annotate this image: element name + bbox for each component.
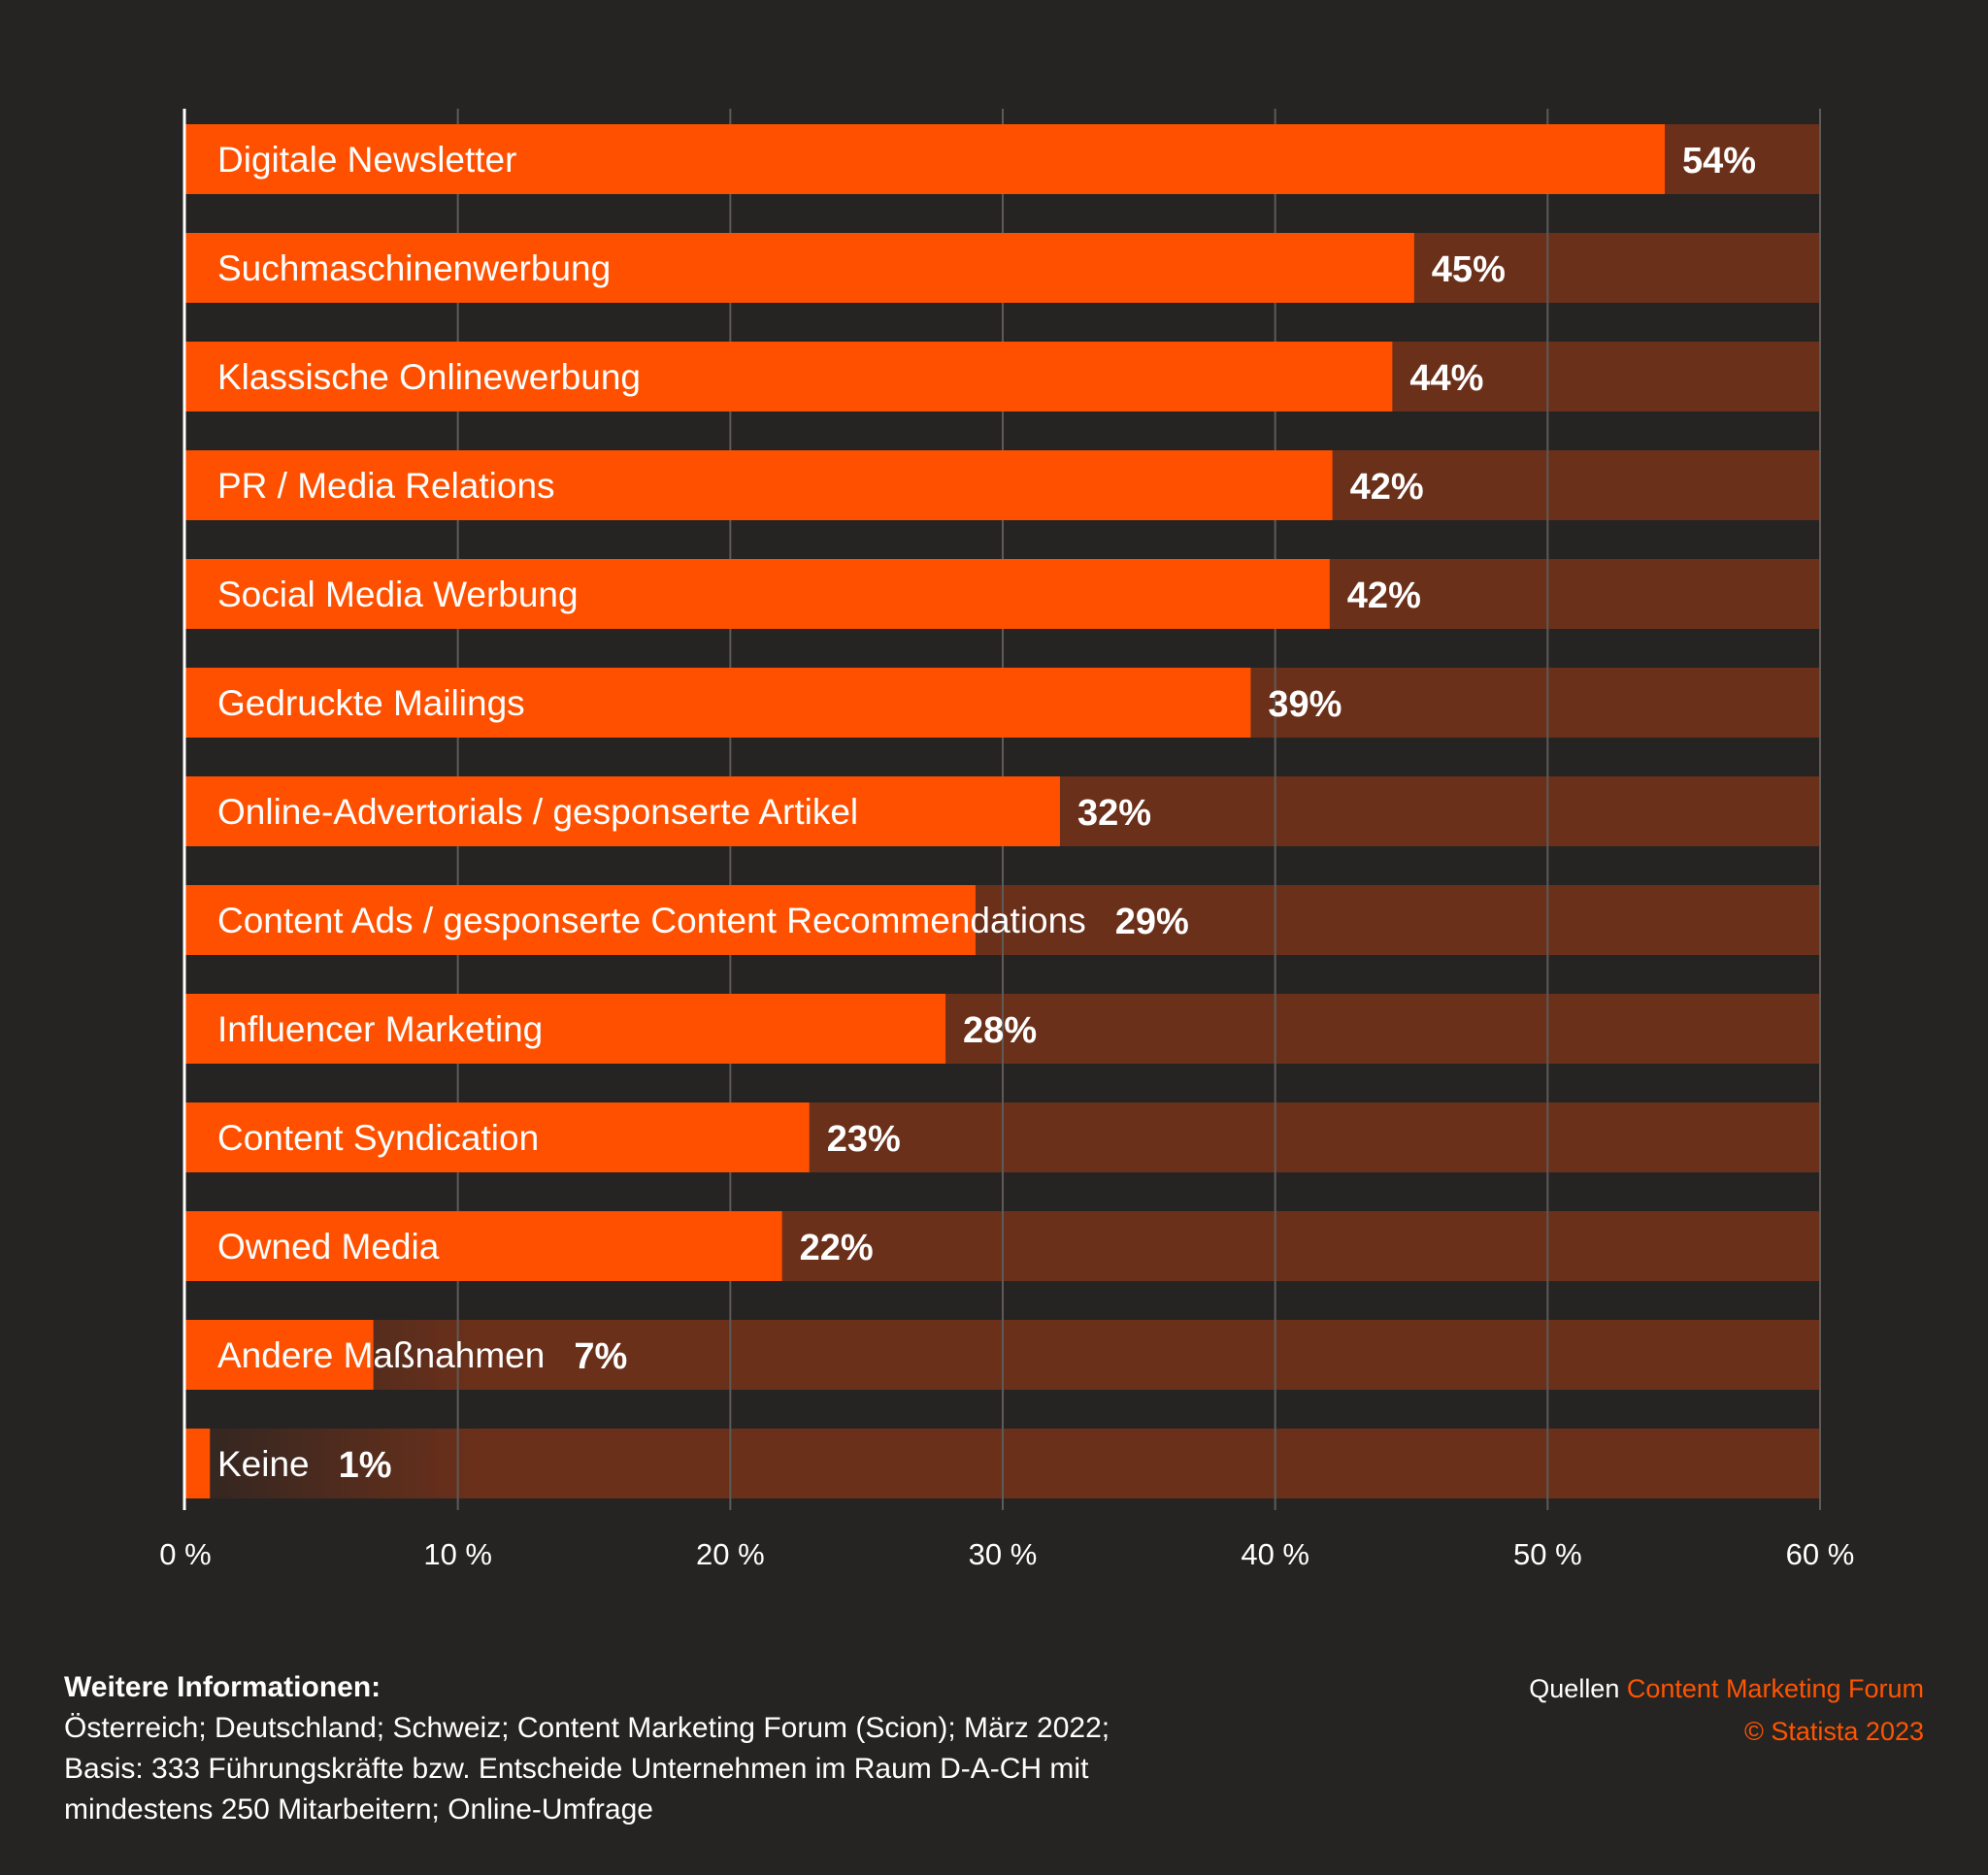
bar (185, 450, 1333, 520)
x-tick-label: 20 % (696, 1537, 765, 1571)
bar (185, 1429, 211, 1498)
info-line: Basis: 333 Führungskräfte bzw. Entscheid… (64, 1753, 1089, 1785)
bar (185, 668, 1251, 738)
info-line: Österreich; Deutschland; Schweiz; Conten… (64, 1712, 1110, 1744)
value-label: 44% (1409, 358, 1483, 399)
value-label: 22% (800, 1228, 874, 1268)
category-label: Social Media Werbung (217, 575, 579, 614)
x-tick-label: 0 % (159, 1537, 211, 1571)
bar (185, 885, 976, 955)
bar (185, 233, 1414, 303)
category-label: Influencer Marketing (217, 1009, 543, 1049)
category-label: Andere Maßnahmen (217, 1335, 545, 1375)
value-label: 1% (339, 1445, 392, 1486)
bar-chart: Digitale Newsletter 54% Suchmaschinenwerbu… (159, 109, 1855, 1571)
bar (185, 1211, 782, 1281)
category-label: Keine (217, 1444, 310, 1484)
category-label: PR / Media Relations (217, 466, 555, 506)
value-label: 7% (574, 1336, 627, 1377)
category-label: Content Ads / gesponserte Content Recomm… (217, 901, 1086, 940)
copyright: © Statista 2023 (1743, 1717, 1924, 1746)
bar (185, 1320, 374, 1390)
x-tick-label: 50 % (1513, 1537, 1582, 1571)
source-prefix: Quellen (1529, 1674, 1620, 1703)
bar (185, 776, 1060, 846)
value-label: 28% (963, 1010, 1037, 1051)
value-label: 45% (1432, 249, 1506, 290)
category-label: Owned Media (217, 1227, 440, 1266)
category-label: Online-Advertorials / gesponserte Artike… (217, 792, 858, 832)
bar (185, 342, 1393, 411)
x-tick-label: 60 % (1786, 1537, 1855, 1571)
x-tick-label: 40 % (1241, 1537, 1309, 1571)
category-label: Content Syndication (217, 1118, 539, 1158)
x-tick-label: 10 % (423, 1537, 492, 1571)
category-label: Suchmaschinenwerbung (217, 248, 611, 288)
value-label: 32% (1077, 793, 1151, 834)
further-information: Weitere Informationen: Österreich; Deuts… (64, 1667, 1287, 1830)
value-label: 54% (1682, 141, 1756, 181)
category-label: Klassische Onlinewerbung (217, 357, 641, 397)
value-label: 42% (1350, 467, 1424, 508)
bar (185, 124, 1666, 194)
category-label: Digitale Newsletter (217, 140, 516, 180)
value-label: 42% (1347, 576, 1421, 616)
bar (185, 559, 1330, 629)
info-heading: Weitere Informationen: (64, 1671, 381, 1703)
value-label: 23% (827, 1119, 901, 1160)
bar (185, 1102, 810, 1172)
info-line: mindestens 250 Mitarbeitern; Online-Umfr… (64, 1793, 653, 1826)
category-label: Gedruckte Mailings (217, 683, 525, 723)
value-label: 39% (1268, 684, 1342, 725)
x-tick-label: 30 % (969, 1537, 1038, 1571)
bar (185, 994, 946, 1064)
source-block: Quellen Content Marketing Forum © Statis… (1529, 1667, 1924, 1753)
value-label: 29% (1115, 902, 1189, 942)
source-link[interactable]: Content Marketing Forum (1626, 1674, 1924, 1703)
